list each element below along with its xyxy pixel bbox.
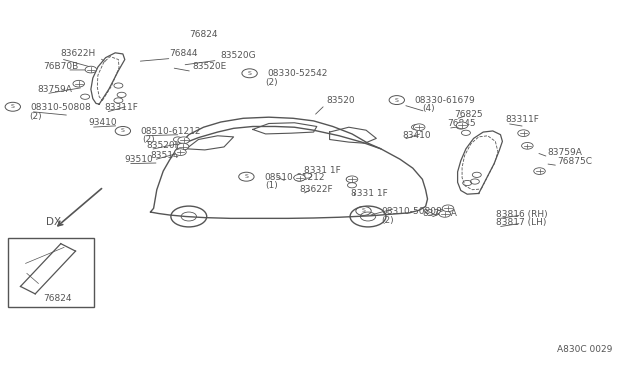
Text: 08310-50808: 08310-50808 [381, 207, 442, 216]
Text: 83622H: 83622H [61, 49, 96, 58]
Text: 83622F: 83622F [300, 185, 333, 194]
Circle shape [175, 149, 186, 155]
Circle shape [534, 168, 545, 174]
Text: 83520: 83520 [326, 96, 355, 105]
Text: 76844: 76844 [170, 49, 198, 58]
Text: 08510-61212: 08510-61212 [141, 127, 202, 136]
Text: S: S [248, 71, 252, 76]
Text: DX: DX [46, 217, 61, 227]
Text: 8331 1F: 8331 1F [351, 189, 387, 198]
Text: 83311F: 83311F [506, 115, 540, 124]
Text: S: S [244, 174, 248, 179]
Text: 08330-61679: 08330-61679 [415, 96, 476, 105]
Text: 76845: 76845 [447, 119, 476, 128]
Circle shape [413, 124, 425, 131]
Text: 08310-50808: 08310-50808 [31, 103, 92, 112]
Circle shape [177, 143, 189, 150]
Bar [8, 238, 94, 307]
Circle shape [73, 80, 84, 87]
Text: (4): (4) [422, 105, 435, 113]
Text: 76825: 76825 [454, 110, 483, 119]
Text: 83817 (LH): 83817 (LH) [496, 218, 547, 227]
Text: 93410: 93410 [88, 118, 117, 127]
Text: 83520H: 83520H [146, 141, 181, 150]
Text: 83759A: 83759A [37, 85, 72, 94]
Text: S: S [362, 208, 365, 214]
Circle shape [518, 130, 529, 137]
Text: (2): (2) [29, 112, 42, 121]
Text: 83514: 83514 [150, 151, 179, 160]
Text: 83410: 83410 [402, 131, 431, 140]
Text: 83520E: 83520E [192, 62, 227, 71]
Circle shape [346, 176, 358, 183]
Text: S: S [395, 97, 399, 103]
Text: (2): (2) [142, 135, 155, 144]
Text: 83759A: 83759A [422, 209, 457, 218]
Circle shape [456, 122, 468, 129]
Text: A830C 0029: A830C 0029 [557, 345, 612, 354]
Circle shape [294, 174, 305, 181]
Text: S: S [121, 128, 125, 134]
Text: 8331 1F: 8331 1F [304, 166, 340, 175]
Circle shape [178, 137, 189, 144]
Text: (1): (1) [266, 181, 278, 190]
Circle shape [522, 142, 533, 149]
Text: 76824: 76824 [189, 30, 218, 39]
Text: 76824: 76824 [44, 294, 72, 303]
Text: 08510-61212: 08510-61212 [264, 173, 325, 182]
Text: 76875C: 76875C [557, 157, 592, 166]
Text: (2): (2) [266, 78, 278, 87]
Text: 83759A: 83759A [547, 148, 582, 157]
Text: 93510: 93510 [125, 155, 154, 164]
Text: 83520G: 83520G [221, 51, 257, 60]
Text: S: S [11, 104, 15, 109]
Text: 08330-52542: 08330-52542 [268, 69, 328, 78]
Text: (2): (2) [381, 216, 394, 225]
Text: 76B70B: 76B70B [44, 62, 79, 71]
Circle shape [85, 66, 97, 73]
Text: 83816 (RH): 83816 (RH) [496, 210, 548, 219]
Circle shape [442, 205, 454, 212]
Circle shape [439, 211, 451, 217]
Text: 83311F: 83311F [104, 103, 138, 112]
